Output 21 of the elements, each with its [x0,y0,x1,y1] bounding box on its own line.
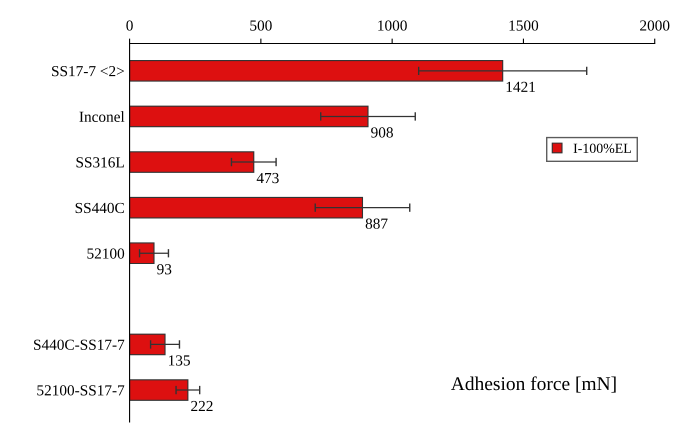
y-tick-label: SS316L [76,157,124,168]
x-tick-label: 1000 [378,20,407,31]
data-label: 908 [371,127,393,138]
y-tick-label: S440C-SS17-7 [34,340,124,350]
data-label: 887 [366,218,388,229]
x-tick-label: 1500 [510,20,538,31]
y-tick-label: 52100-SS17-7 [37,385,124,396]
y-tick-label: 52100 [87,248,124,259]
x-tick-label: 2000 [640,20,670,31]
data-label: 93 [157,264,172,274]
y-tick-label: SS17-7 <2> [52,66,124,76]
data-label: 1421 [506,82,535,92]
legend-label: I-100%EL [574,144,631,154]
data-label: 473 [256,172,279,184]
x-tick-label: 0 [126,20,133,31]
x-tick-label: 500 [250,20,272,31]
y-tick-label: SS440C [76,202,124,214]
x-axis-title: Adhesion force [mN] [450,376,616,393]
data-label: 222 [191,400,213,412]
data-label: 135 [168,355,190,366]
y-tick-label: Inconel [79,111,124,122]
